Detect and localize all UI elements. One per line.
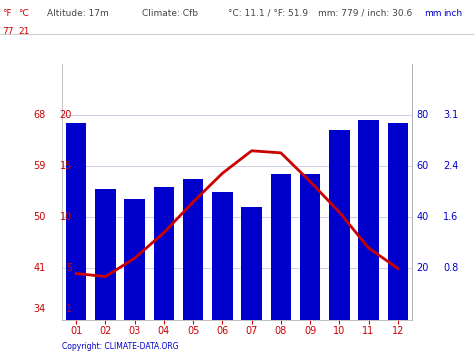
Text: 50: 50 (33, 212, 46, 222)
Bar (329, 130, 349, 320)
Text: 1.6: 1.6 (443, 212, 458, 222)
Bar (388, 123, 408, 320)
Text: 77: 77 (2, 27, 14, 36)
Text: 5: 5 (66, 263, 72, 273)
Text: 15: 15 (60, 161, 72, 171)
Text: Altitude: 17m: Altitude: 17m (47, 9, 109, 18)
Text: 10: 10 (60, 212, 72, 222)
Text: 20: 20 (417, 263, 429, 273)
Bar (125, 200, 145, 320)
Text: 60: 60 (417, 161, 429, 171)
Text: 59: 59 (33, 161, 46, 171)
Bar (300, 174, 320, 320)
Text: °C: °C (18, 9, 29, 18)
Text: °F: °F (2, 9, 12, 18)
Text: 80: 80 (417, 110, 429, 120)
Bar (271, 174, 291, 320)
Text: Climate: Cfb: Climate: Cfb (142, 9, 198, 18)
Text: 21: 21 (18, 27, 29, 36)
Text: 20: 20 (60, 110, 72, 120)
Bar (95, 189, 116, 320)
Text: mm: 779 / inch: 30.6: mm: 779 / inch: 30.6 (318, 9, 412, 18)
Bar (358, 120, 379, 320)
Bar (241, 207, 262, 320)
Bar (212, 192, 233, 320)
Text: 0.8: 0.8 (443, 263, 458, 273)
Text: 2.4: 2.4 (443, 161, 458, 171)
Text: °C: 11.1 / °F: 51.9: °C: 11.1 / °F: 51.9 (228, 9, 308, 18)
Bar (66, 123, 86, 320)
Text: 68: 68 (34, 110, 46, 120)
Text: 41: 41 (34, 263, 46, 273)
Text: 3.1: 3.1 (443, 110, 458, 120)
Bar (183, 179, 203, 320)
Text: inch: inch (443, 9, 462, 18)
Text: 34: 34 (34, 304, 46, 314)
Text: Copyright: CLIMATE-DATA.ORG: Copyright: CLIMATE-DATA.ORG (62, 343, 178, 351)
Text: mm: mm (424, 9, 442, 18)
Text: 40: 40 (417, 212, 429, 222)
Bar (154, 187, 174, 320)
Text: 1: 1 (66, 304, 72, 314)
